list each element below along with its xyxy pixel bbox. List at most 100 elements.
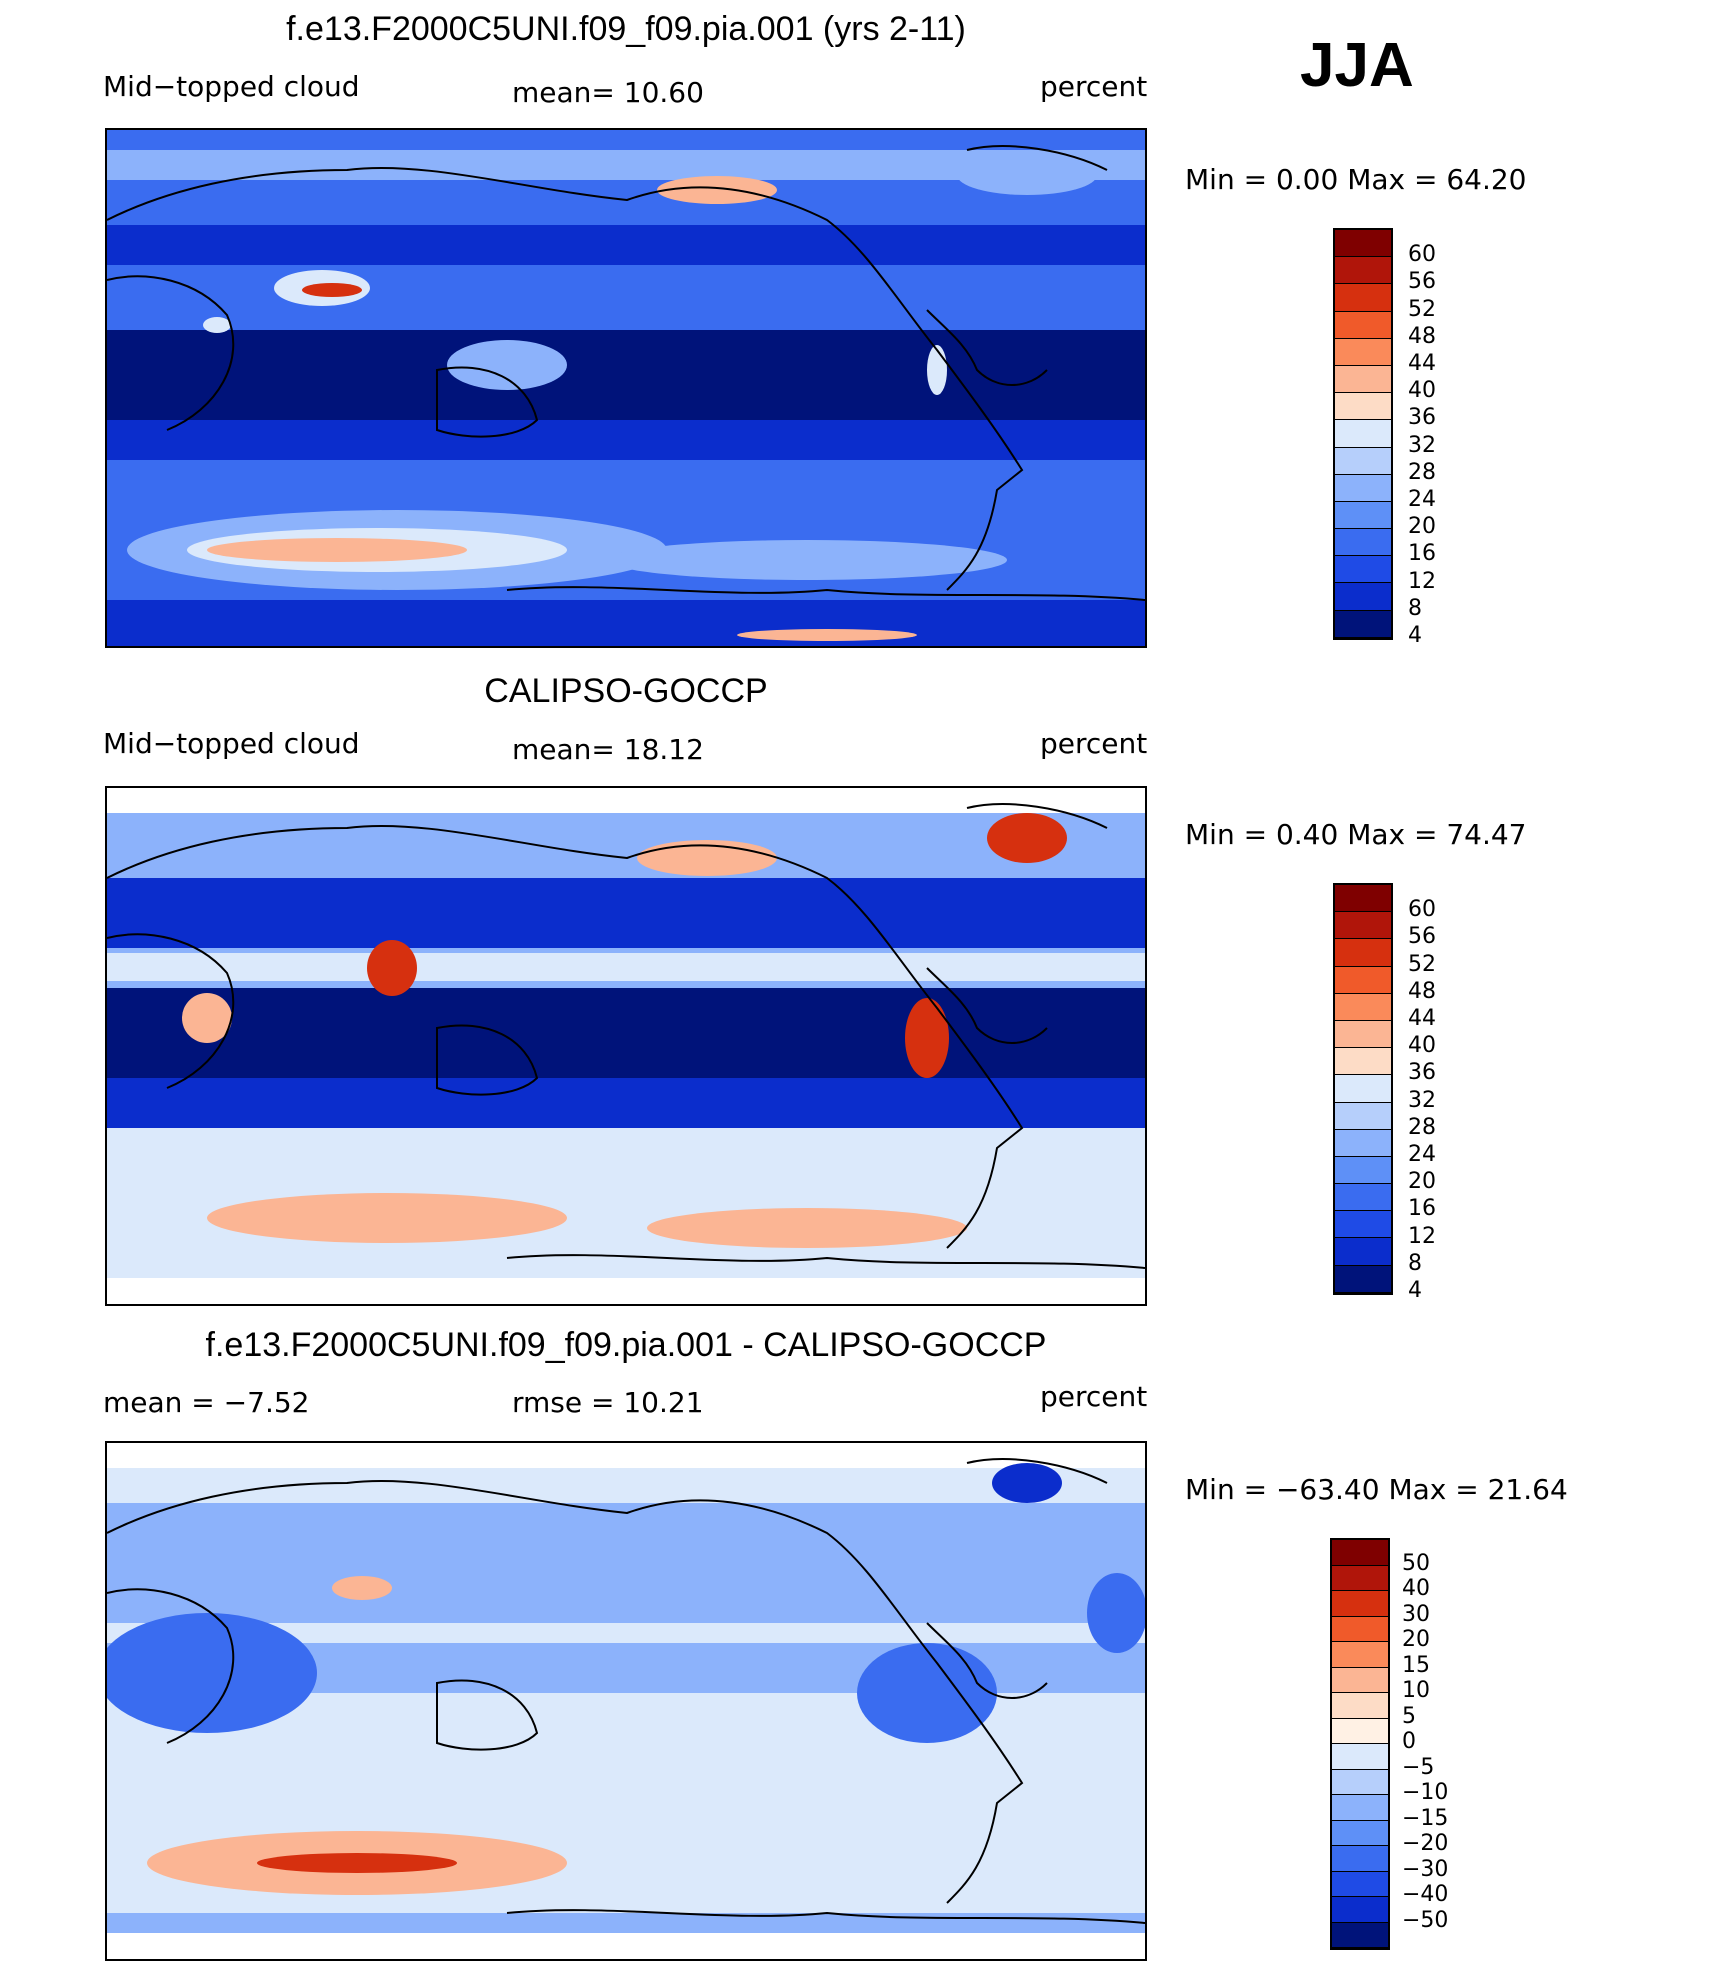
colorbar-segment xyxy=(1335,556,1391,584)
colorbar-tick-label: 16 xyxy=(1408,1196,1436,1222)
colorbar-tick-label: −30 xyxy=(1402,1856,1449,1882)
panel3-minmax: Min = −63.40 Max = 21.64 xyxy=(1185,1473,1568,1506)
colorbar-segment xyxy=(1332,1591,1388,1617)
colorbar-segment xyxy=(1335,1265,1391,1293)
colorbar-tick-label: 28 xyxy=(1408,1114,1436,1140)
colorbar-segment xyxy=(1335,1211,1391,1239)
colorbar-tick-label: −10 xyxy=(1402,1780,1449,1805)
colorbar-segment xyxy=(1332,1897,1388,1923)
panel3-units-label: percent xyxy=(1040,1380,1148,1413)
colorbar-segment xyxy=(1335,529,1391,557)
colorbar-tick-label: 15 xyxy=(1402,1652,1430,1678)
colorbar-segment xyxy=(1332,1795,1388,1821)
panel1-units-label: percent xyxy=(1040,70,1148,103)
colorbar-tick-label: 48 xyxy=(1408,978,1436,1004)
colorbar-tick-label: 56 xyxy=(1408,269,1436,295)
colorbar-segment xyxy=(1335,230,1391,258)
panel2-colorbar xyxy=(1333,883,1393,1295)
colorbar-segment xyxy=(1335,610,1391,638)
colorbar-segment xyxy=(1335,1238,1391,1266)
colorbar-segment xyxy=(1335,583,1391,611)
colorbar-tick-label: 28 xyxy=(1408,459,1436,485)
panel3-colorbar xyxy=(1330,1538,1390,1950)
colorbar-tick-label: 20 xyxy=(1408,514,1436,540)
colorbar-tick-label: 12 xyxy=(1408,568,1436,594)
colorbar-tick-label: −40 xyxy=(1402,1882,1449,1907)
colorbar-tick-label: −20 xyxy=(1402,1831,1449,1856)
colorbar-tick-label: 4 xyxy=(1408,623,1422,648)
colorbar-tick-label: −15 xyxy=(1402,1805,1449,1831)
colorbar-tick-label: 36 xyxy=(1408,1060,1436,1086)
colorbar-segment xyxy=(1335,912,1391,940)
colorbar-tick-label: 32 xyxy=(1408,1087,1436,1113)
panel2-variable-label: Mid−topped cloud xyxy=(103,727,360,760)
colorbar-tick-label: 20 xyxy=(1402,1627,1430,1652)
colorbar-tick-label: 52 xyxy=(1408,951,1436,977)
colorbar-tick-label: 8 xyxy=(1408,1250,1422,1276)
colorbar-tick-label: 60 xyxy=(1408,242,1436,268)
colorbar-tick-label: 60 xyxy=(1408,897,1436,923)
colorbar-segment xyxy=(1335,1156,1391,1185)
colorbar-segment xyxy=(1332,1820,1388,1846)
colorbar-tick-label: 0 xyxy=(1402,1729,1416,1754)
colorbar-tick-label: 10 xyxy=(1402,1678,1430,1703)
panel2-map xyxy=(105,786,1147,1306)
colorbar-tick-label: 40 xyxy=(1408,378,1436,404)
panel3-rmse-label: rmse = 10.21 xyxy=(512,1386,704,1419)
colorbar-tick-label: 50 xyxy=(1402,1550,1430,1576)
colorbar-tick-label: 30 xyxy=(1402,1601,1430,1627)
panel2-minmax: Min = 0.40 Max = 74.47 xyxy=(1185,818,1527,851)
colorbar-tick-label: 36 xyxy=(1408,405,1436,431)
panel3-mean-label: mean = −7.52 xyxy=(103,1386,310,1419)
colorbar-segment xyxy=(1335,338,1391,366)
colorbar-segment xyxy=(1335,311,1391,339)
colorbar-segment xyxy=(1335,1048,1391,1076)
colorbar-tick-label: −50 xyxy=(1402,1907,1449,1933)
colorbar-segment xyxy=(1332,1718,1388,1744)
panel3-title: f.e13.F2000C5UNI.f09_f09.pia.001 - CALIP… xyxy=(205,1326,1047,1364)
colorbar-tick-label: 4 xyxy=(1408,1278,1422,1303)
colorbar-tick-label: 40 xyxy=(1408,1033,1436,1059)
panel2-mean-label: mean= 18.12 xyxy=(512,733,704,766)
colorbar-segment xyxy=(1335,1184,1391,1212)
colorbar-tick-label: 8 xyxy=(1408,595,1422,621)
panel1-mean-label: mean= 10.60 xyxy=(512,76,704,109)
colorbar-segment xyxy=(1335,501,1391,530)
colorbar-segment xyxy=(1332,1922,1388,1948)
colorbar-segment xyxy=(1332,1565,1388,1591)
colorbar-segment xyxy=(1335,474,1391,502)
colorbar-segment xyxy=(1332,1846,1388,1872)
colorbar-segment xyxy=(1335,1102,1391,1130)
season-label: JJA xyxy=(1300,31,1414,100)
colorbar-tick-label: 5 xyxy=(1402,1703,1416,1729)
panel1-title: f.e13.F2000C5UNI.f09_f09.pia.001 (yrs 2-… xyxy=(286,10,966,48)
colorbar-segment xyxy=(1335,365,1391,394)
colorbar-segment xyxy=(1332,1616,1388,1642)
colorbar-tick-label: 16 xyxy=(1408,541,1436,567)
colorbar-tick-label: 44 xyxy=(1408,351,1436,376)
colorbar-segment xyxy=(1335,447,1391,475)
colorbar-segment xyxy=(1332,1642,1388,1668)
colorbar-tick-label: −5 xyxy=(1402,1754,1435,1780)
colorbar-tick-label: 20 xyxy=(1408,1169,1436,1195)
colorbar-segment xyxy=(1335,1129,1391,1157)
colorbar-segment xyxy=(1335,284,1391,312)
colorbar-segment xyxy=(1332,1769,1388,1795)
colorbar-segment xyxy=(1335,1075,1391,1103)
colorbar-segment xyxy=(1335,1020,1391,1049)
colorbar-tick-label: 48 xyxy=(1408,323,1436,349)
panel2-title: CALIPSO-GOCCP xyxy=(484,672,768,710)
panel3-map xyxy=(105,1441,1147,1961)
panel1-colorbar xyxy=(1333,228,1393,640)
panel1-minmax: Min = 0.00 Max = 64.20 xyxy=(1185,163,1527,196)
colorbar-segment xyxy=(1335,939,1391,967)
colorbar-segment xyxy=(1335,420,1391,448)
colorbar-segment xyxy=(1335,966,1391,994)
colorbar-segment xyxy=(1332,1540,1388,1566)
colorbar-segment xyxy=(1332,1871,1388,1897)
colorbar-tick-label: 32 xyxy=(1408,432,1436,458)
panel1-map xyxy=(105,128,1147,648)
colorbar-segment xyxy=(1332,1667,1388,1693)
colorbar-segment xyxy=(1332,1693,1388,1719)
colorbar-segment xyxy=(1335,993,1391,1021)
